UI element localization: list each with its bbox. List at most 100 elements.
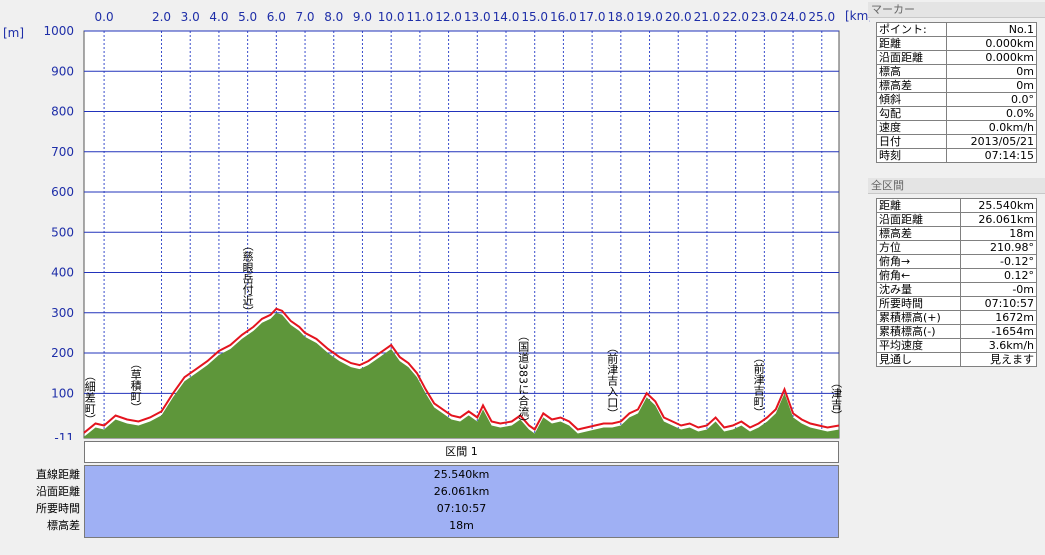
x-tick-label: 8.0 — [324, 10, 343, 24]
total-value: 26.061km — [959, 212, 1038, 227]
y-tick-label: 600 — [51, 185, 74, 199]
marker-table: ポイント: No.1 距離 0.000km 沿面距離 0.000km 標高 0m 標高差 0m 傾斜… — [876, 22, 1038, 163]
total-row: 俯角→ -0.12° — [876, 254, 1038, 269]
total-label: 平均速度 — [876, 338, 961, 353]
section-value: 26.061km — [433, 485, 490, 498]
y-tick-label: 200 — [51, 346, 74, 360]
marker-label: 標高差 — [876, 78, 947, 93]
total-value: 3.6km/h — [959, 338, 1038, 353]
x-tick-label: 14.0 — [493, 10, 520, 24]
landmark-label: （慈眼岳付近） — [241, 240, 254, 317]
x-tick-label: 7.0 — [295, 10, 314, 24]
x-tick-label: 19.0 — [636, 10, 663, 24]
marker-label: 速度 — [876, 120, 947, 135]
total-label: 俯角→ — [876, 254, 961, 269]
x-tick-label: 6.0 — [267, 10, 286, 24]
section-label: 所要時間 — [36, 502, 80, 515]
y-tick-label: 700 — [51, 145, 74, 159]
total-label: 沈み量 — [876, 282, 961, 297]
x-tick-label: 0.0 — [95, 10, 114, 24]
section-value: 07:10:57 — [436, 502, 487, 515]
total-row: 累積標高(+) 1672m — [876, 310, 1038, 325]
elevation-chart: 0.0 2.0 3.0 4.0 5.0 6.0 7.0 8.0 9.0 10.0 11.0 12.0 1… — [3, 9, 870, 440]
total-value: 見えます — [959, 352, 1038, 367]
y-tick-label: 500 — [51, 225, 74, 239]
total-row: 方位 210.98° — [876, 240, 1038, 255]
section-title-bar[interactable]: 区間 1 — [84, 441, 839, 463]
x-tick-label: 3.0 — [181, 10, 200, 24]
x-tick-label: 12.0 — [435, 10, 462, 24]
marker-label: 日付 — [876, 134, 947, 149]
section-values: 25.540km 26.061km 07:10:57 18m — [84, 465, 839, 538]
marker-row: 距離 0.000km — [876, 36, 1038, 51]
x-tick-label: 10.0 — [378, 10, 405, 24]
y-tick-label: 400 — [51, 266, 74, 280]
total-label: 所要時間 — [876, 296, 961, 311]
x-tick-label: 25.0 — [808, 10, 835, 24]
section-labels: 直線距離 沿面距離 所要時間 標高差 — [0, 466, 80, 534]
marker-row: 標高 0m — [876, 64, 1038, 79]
x-tick-label: 21.0 — [694, 10, 721, 24]
y-tick-label: 100 — [51, 386, 74, 400]
marker-value: No.1 — [945, 22, 1038, 37]
landmark-label: （前津吉町） — [752, 352, 765, 418]
marker-row: 日付 2013/05/21 — [876, 134, 1038, 149]
marker-panel-header: マーカー — [868, 2, 1045, 18]
x-tick-label: 15.0 — [521, 10, 548, 24]
marker-label: 勾配 — [876, 106, 947, 121]
total-label: 見通し — [876, 352, 961, 367]
elevation-line — [83, 307, 840, 434]
total-value: 0.12° — [959, 268, 1038, 283]
total-label: 沿面距離 — [876, 212, 961, 227]
y-axis-ticks: 1000 900 800 700 600 500 400 300 200 100 -11 — [43, 24, 74, 440]
marker-value: 0m — [945, 78, 1038, 93]
marker-label: 標高 — [876, 64, 947, 79]
section-label: 直線距離 — [36, 468, 80, 481]
marker-value: 07:14:15 — [945, 148, 1038, 163]
section-label: 沿面距離 — [36, 485, 80, 498]
marker-value: 0.0% — [945, 106, 1038, 121]
marker-row: 速度 0.0km/h — [876, 120, 1038, 135]
total-value: 25.540km — [959, 198, 1038, 213]
x-tick-label: 24.0 — [780, 10, 807, 24]
total-label: 距離 — [876, 198, 961, 213]
x-axis-ticks: 0.0 2.0 3.0 4.0 5.0 6.0 7.0 8.0 9.0 10.0 11.0 12.0 1… — [95, 10, 836, 24]
marker-label: 時刻 — [876, 148, 947, 163]
total-value: 18m — [959, 226, 1038, 241]
total-panel-header: 全区間 — [868, 178, 1045, 194]
x-tick-label: 18.0 — [607, 10, 634, 24]
marker-value: 0.000km — [945, 36, 1038, 51]
total-label: 累積標高(+) — [876, 310, 961, 325]
total-row: 沈み量 -0m — [876, 282, 1038, 297]
marker-value: 0.0km/h — [945, 120, 1038, 135]
marker-row: 時刻 07:14:15 — [876, 148, 1038, 163]
landmark-label: （津吉） — [830, 377, 843, 421]
x-tick-label: 9.0 — [353, 10, 372, 24]
total-value: -0m — [959, 282, 1038, 297]
marker-value: 2013/05/21 — [945, 134, 1038, 149]
x-tick-label: 2.0 — [152, 10, 171, 24]
landmark-label: （草積町） — [129, 358, 142, 413]
total-value: 1672m — [959, 310, 1038, 325]
total-row: 累積標高(-) -1654m — [876, 324, 1038, 339]
y-unit-label: [m] — [3, 26, 24, 40]
x-tick-label: 13.0 — [464, 10, 491, 24]
section-value: 18m — [449, 519, 474, 532]
total-row: 所要時間 07:10:57 — [876, 296, 1038, 311]
marker-label: 傾斜 — [876, 92, 947, 107]
y-tick-label: 300 — [51, 306, 74, 320]
x-unit-label: [km] — [845, 9, 870, 23]
landmark-label: （細差町） — [83, 370, 96, 425]
marker-label: 沿面距離 — [876, 50, 947, 65]
total-row: 沿面距離 26.061km — [876, 212, 1038, 227]
marker-value: 0m — [945, 64, 1038, 79]
terrain-fill — [84, 312, 839, 438]
landmark-label: （前津吉入口） — [606, 342, 619, 419]
marker-value: 0.000km — [945, 50, 1038, 65]
marker-label: ポイント: — [876, 22, 947, 37]
total-value: -0.12° — [959, 254, 1038, 269]
marker-row: ポイント: No.1 — [876, 22, 1038, 37]
total-label: 標高差 — [876, 226, 961, 241]
marker-row: 沿面距離 0.000km — [876, 50, 1038, 65]
marker-row: 傾斜 0.0° — [876, 92, 1038, 107]
